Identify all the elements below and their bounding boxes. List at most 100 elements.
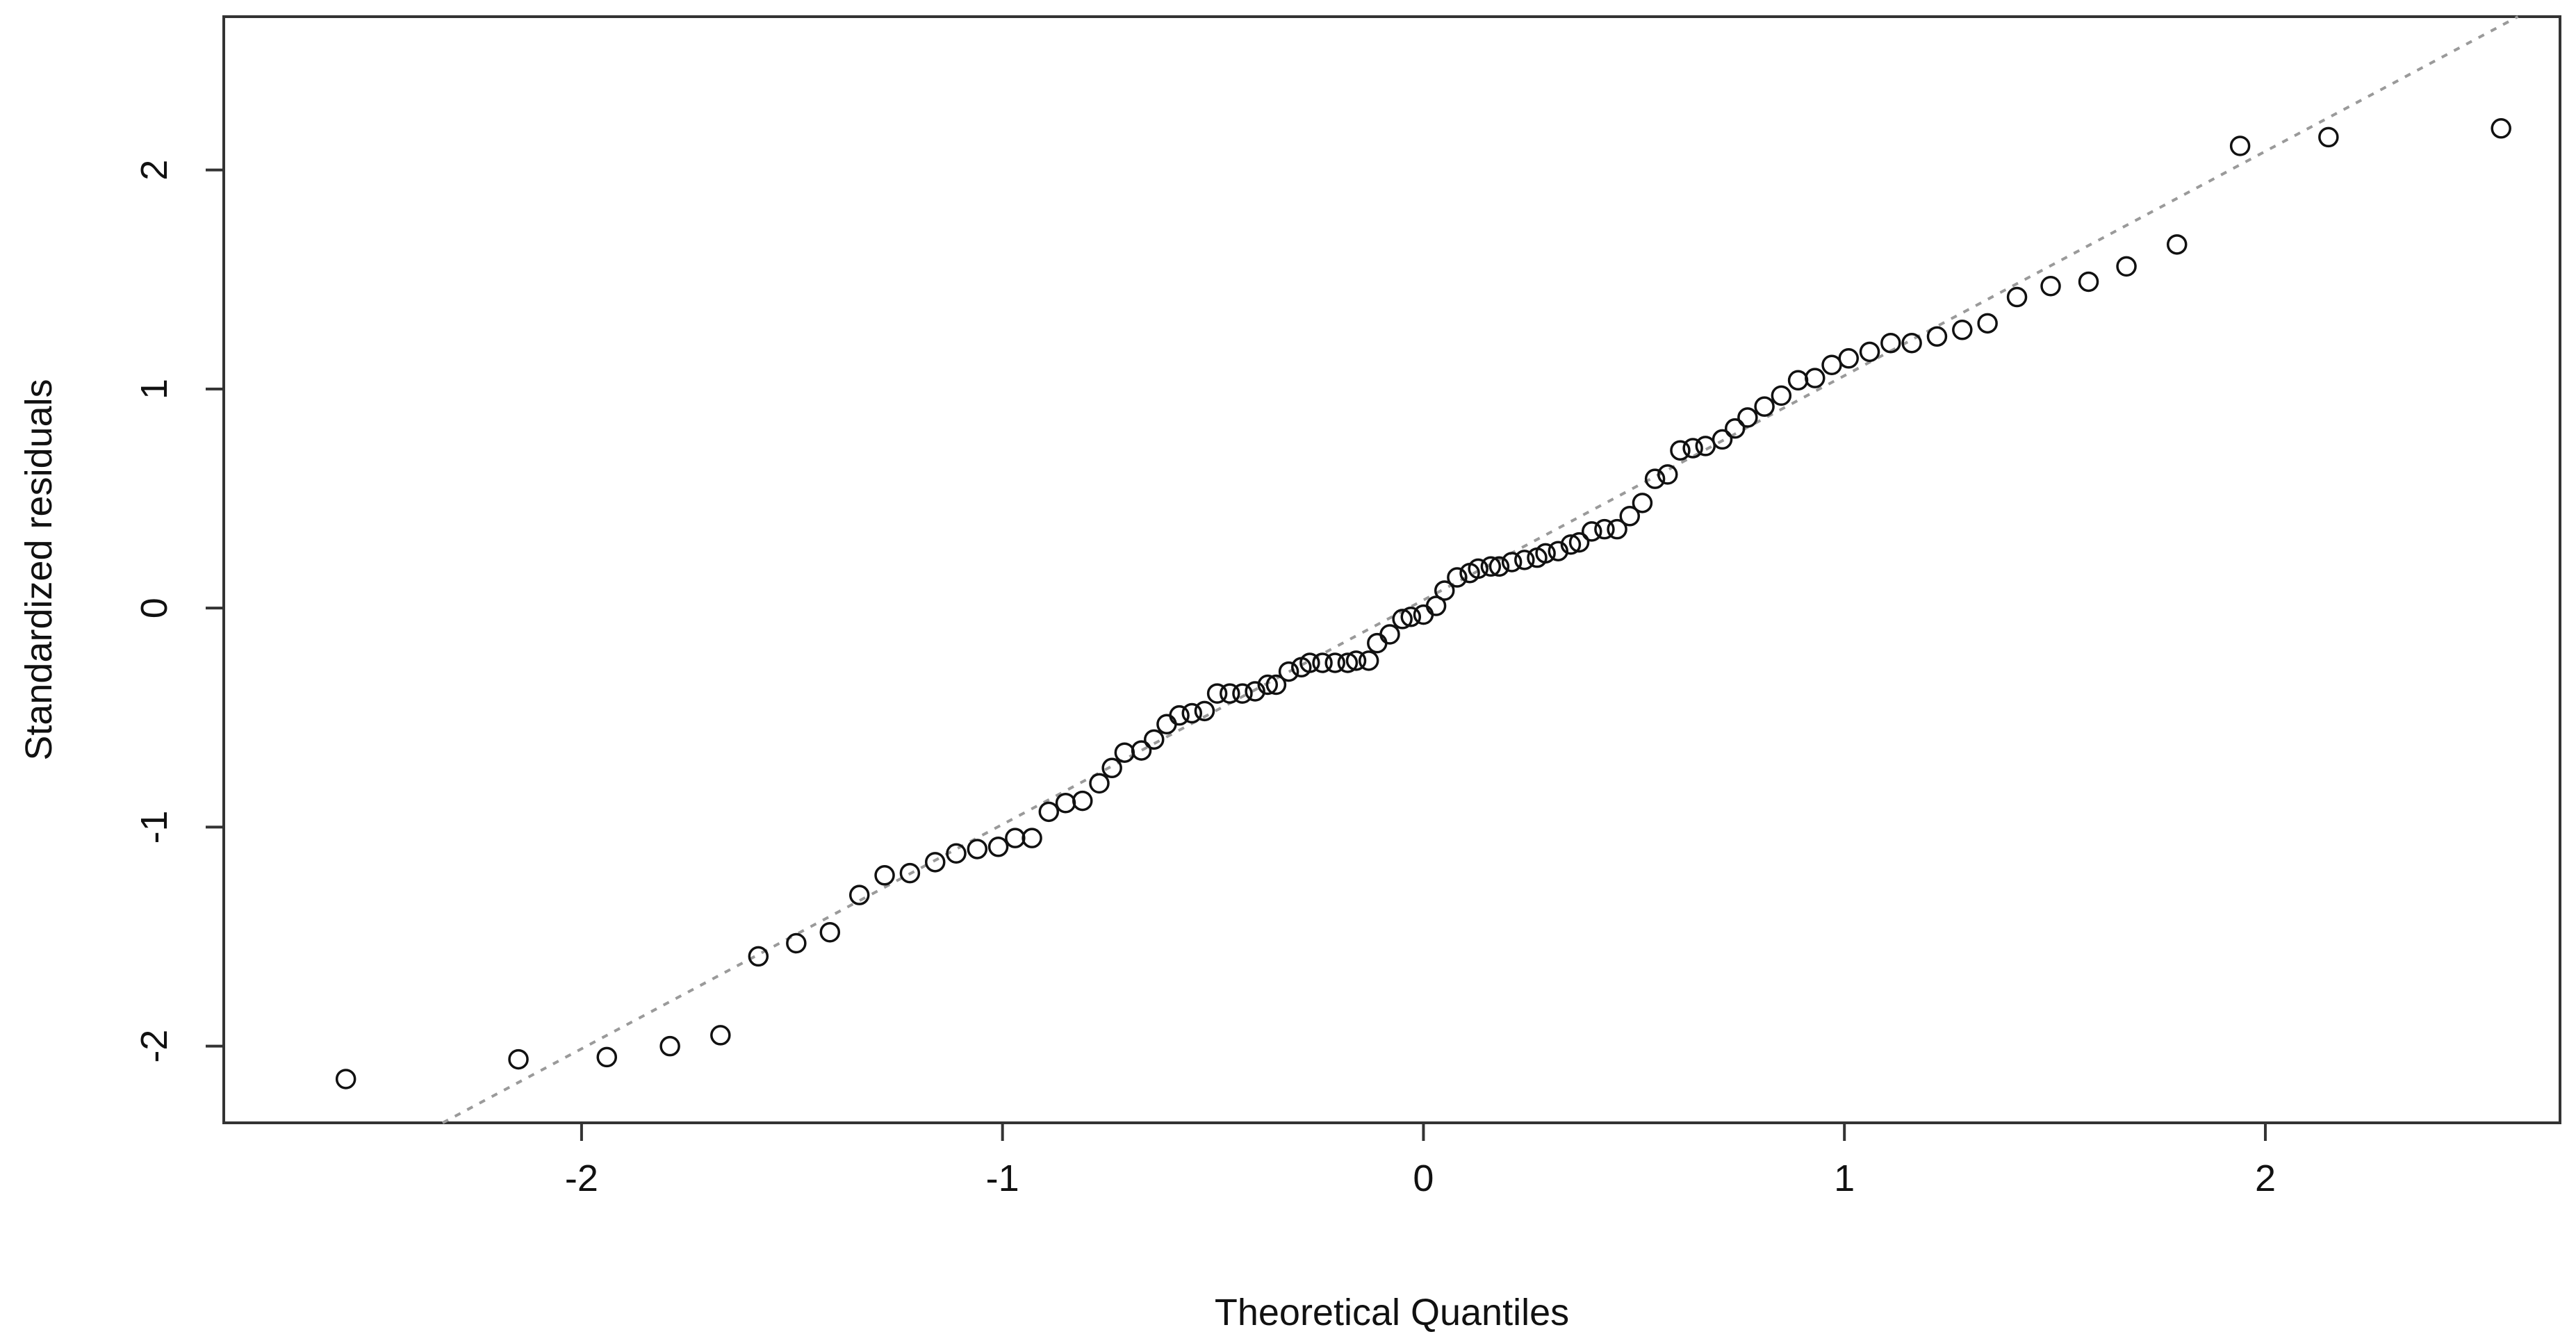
data-points-layer xyxy=(335,118,2511,1089)
y-tick-label: 1 xyxy=(133,379,175,400)
data-point xyxy=(2078,271,2099,293)
data-point xyxy=(899,862,921,884)
data-point xyxy=(1657,464,1678,485)
data-point xyxy=(1977,313,1998,334)
x-tick-label: -1 xyxy=(986,1158,1019,1199)
data-point xyxy=(1156,714,1177,734)
y-tick-label: -2 xyxy=(133,1030,175,1063)
x-tick-label: -2 xyxy=(565,1158,598,1199)
data-point xyxy=(1581,521,1602,542)
data-point xyxy=(1425,595,1447,616)
data-point xyxy=(1038,801,1060,823)
data-point xyxy=(1501,552,1523,573)
data-point xyxy=(1089,773,1110,794)
data-point xyxy=(1345,650,1367,671)
data-point xyxy=(1312,652,1333,673)
data-point xyxy=(1568,532,1590,553)
data-point xyxy=(1206,683,1228,704)
data-point xyxy=(786,932,807,954)
data-point xyxy=(1005,828,1026,848)
data-point xyxy=(1181,702,1203,724)
y-tick-label: -1 xyxy=(133,810,175,844)
data-point xyxy=(1194,700,1215,722)
data-point xyxy=(1367,632,1388,654)
data-point xyxy=(1169,705,1190,726)
x-tick-label: 2 xyxy=(2255,1158,2276,1199)
data-point xyxy=(2116,256,2137,277)
data-point xyxy=(1488,556,1510,577)
y-ticks: -2 -1 0 1 2 xyxy=(133,160,224,1063)
data-point xyxy=(2006,286,2028,308)
data-point xyxy=(1379,624,1400,645)
data-point xyxy=(1072,790,1093,812)
data-point xyxy=(596,1046,617,1068)
data-point xyxy=(1859,341,1880,363)
data-point xyxy=(1838,348,1860,369)
data-point xyxy=(1022,828,1042,848)
data-point xyxy=(1594,518,1615,540)
data-point xyxy=(1607,518,1627,540)
data-point xyxy=(1805,368,1826,388)
data-point xyxy=(1771,385,1792,406)
data-point xyxy=(2318,126,2339,148)
data-point xyxy=(1712,429,1733,450)
data-point xyxy=(1101,757,1122,779)
x-axis-title: Theoretical Quantiles xyxy=(1215,1292,1569,1333)
data-point xyxy=(946,843,967,864)
data-point xyxy=(1724,418,1746,439)
data-point xyxy=(1413,604,1434,625)
x-tick-label: 1 xyxy=(1834,1158,1855,1199)
x-ticks: -2 -1 0 1 2 xyxy=(565,1123,2276,1199)
data-point xyxy=(1880,332,1901,354)
data-point xyxy=(1737,407,1758,428)
data-point xyxy=(1257,674,1279,696)
x-tick-label: 0 xyxy=(1413,1158,1434,1199)
qq-reference-line xyxy=(442,15,2519,1124)
data-point xyxy=(1358,650,1379,671)
data-point xyxy=(1392,609,1413,630)
data-point xyxy=(819,921,841,943)
data-point xyxy=(1514,550,1535,570)
data-point xyxy=(1695,436,1716,456)
data-point xyxy=(1787,370,1809,391)
data-point xyxy=(2491,118,2511,139)
data-point xyxy=(1143,729,1165,750)
data-point xyxy=(1754,396,1775,417)
data-point xyxy=(1055,792,1076,814)
data-point xyxy=(1434,580,1455,601)
data-point xyxy=(1535,543,1556,564)
data-point xyxy=(1901,332,1922,354)
data-point xyxy=(659,1035,680,1057)
data-point xyxy=(2040,276,2061,297)
data-point xyxy=(1468,558,1488,579)
data-point xyxy=(848,885,870,905)
data-point xyxy=(748,946,769,967)
data-point xyxy=(1232,683,1253,704)
y-axis-title: Standardized residuals xyxy=(18,379,60,760)
y-tick-label: 0 xyxy=(133,598,175,618)
data-point xyxy=(1337,652,1359,673)
data-point xyxy=(508,1048,529,1070)
data-point xyxy=(1265,674,1287,696)
reference-line-layer xyxy=(442,15,2519,1124)
y-tick-label: 2 xyxy=(133,160,175,181)
data-point xyxy=(1682,438,1703,459)
data-point xyxy=(1299,652,1320,673)
data-point xyxy=(335,1069,356,1089)
data-point xyxy=(1632,493,1653,513)
data-point xyxy=(1400,607,1422,627)
data-point xyxy=(1926,326,1948,347)
data-point xyxy=(1324,652,1345,673)
data-point xyxy=(1245,681,1265,702)
data-point xyxy=(1821,354,1842,375)
data-point xyxy=(2229,135,2251,156)
data-point xyxy=(1670,440,1691,461)
data-point xyxy=(1114,742,1135,763)
data-point xyxy=(1619,506,1641,527)
data-point xyxy=(1548,541,1569,561)
data-point xyxy=(1278,661,1299,682)
data-point xyxy=(924,852,946,873)
data-point xyxy=(1447,567,1468,588)
data-point xyxy=(710,1025,731,1046)
